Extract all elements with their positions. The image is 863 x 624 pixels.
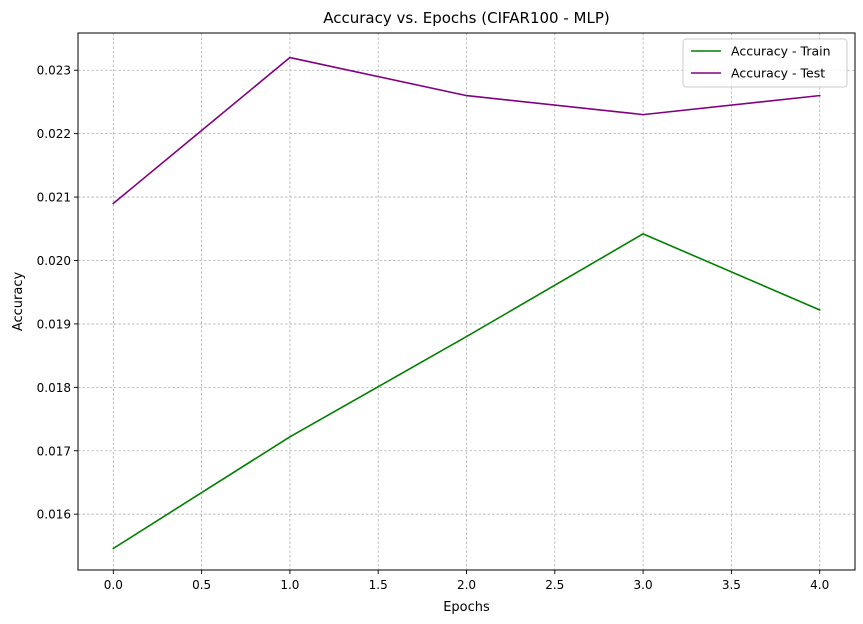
y-axis-ticks: 0.016 0.017 0.018 0.019 0.020 0.021 0.022 0.023 [37,64,78,522]
x-tick-label: 2.0 [457,578,476,592]
x-tick-label: 0.0 [104,578,123,592]
x-axis-ticks: 0.0 0.5 1.0 1.5 2.0 2.5 3.0 3.5 4.0 [104,570,829,592]
x-tick-label: 0.5 [192,578,211,592]
x-tick-label: 1.5 [369,578,388,592]
legend-label-test: Accuracy - Test [731,66,825,81]
x-tick-label: 3.5 [722,578,741,592]
y-tick-label: 0.019 [37,317,71,331]
y-tick-label: 0.022 [37,127,71,141]
x-tick-label: 1.0 [280,578,299,592]
y-tick-label: 0.020 [37,254,71,268]
legend-label-train: Accuracy - Train [731,44,831,59]
series-line-train [112,233,821,550]
series-layer [112,56,821,550]
x-tick-label: 2.5 [545,578,564,592]
y-tick-label: 0.023 [37,64,71,78]
chart-title: Accuracy vs. Epochs (CIFAR100 - MLP) [323,9,609,27]
y-tick-label: 0.016 [37,508,71,522]
x-tick-label: 4.0 [810,578,829,592]
y-tick-label: 0.017 [37,444,71,458]
y-axis-label: Accuracy [11,272,26,332]
grid [78,33,855,570]
legend: Accuracy - Train Accuracy - Test [682,38,848,88]
x-tick-label: 3.0 [634,578,653,592]
y-tick-label: 0.021 [37,191,71,205]
legend-box [682,38,848,88]
x-axis-label: Epochs [443,600,490,615]
series-line-test [112,56,821,205]
y-tick-label: 0.018 [37,381,71,395]
